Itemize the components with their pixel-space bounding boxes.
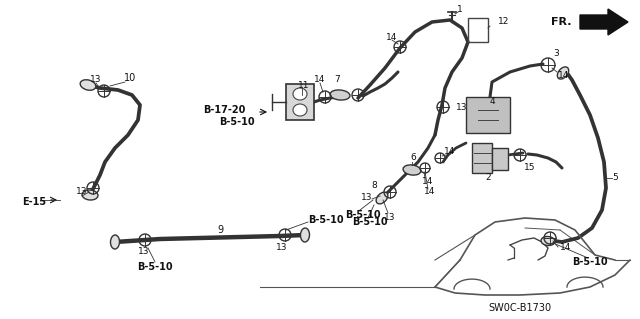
Text: B-5-10: B-5-10: [308, 215, 344, 225]
Text: 11: 11: [298, 80, 310, 90]
Text: 15: 15: [524, 164, 536, 173]
Ellipse shape: [82, 190, 98, 200]
Ellipse shape: [80, 80, 96, 90]
Text: B-17-20: B-17-20: [203, 105, 245, 115]
Text: 4: 4: [489, 98, 495, 107]
Text: SW0C-B1730: SW0C-B1730: [488, 303, 552, 313]
Text: 1: 1: [457, 5, 463, 14]
Text: 14: 14: [444, 147, 456, 157]
Ellipse shape: [301, 228, 310, 242]
Text: B-5-10: B-5-10: [345, 210, 381, 220]
Text: 5: 5: [612, 174, 618, 182]
Text: 13: 13: [456, 103, 467, 113]
Ellipse shape: [403, 165, 421, 175]
Text: 13: 13: [138, 248, 150, 256]
Bar: [286, 84, 314, 120]
Text: 14: 14: [424, 188, 436, 197]
Bar: [472, 143, 492, 173]
Text: B-5-10: B-5-10: [137, 262, 173, 272]
Text: B-5-10: B-5-10: [572, 257, 608, 267]
Bar: [466, 97, 510, 133]
Text: 9: 9: [217, 225, 223, 235]
Ellipse shape: [330, 90, 350, 100]
Ellipse shape: [376, 192, 388, 204]
Text: 13: 13: [76, 188, 88, 197]
Polygon shape: [580, 9, 628, 35]
Text: 14: 14: [387, 33, 397, 41]
Ellipse shape: [293, 88, 307, 100]
Text: 14: 14: [422, 177, 434, 187]
Bar: [468, 18, 488, 42]
Text: 10: 10: [124, 73, 136, 83]
Text: 13: 13: [384, 212, 396, 221]
Text: 7: 7: [334, 76, 340, 85]
Text: 2: 2: [485, 174, 491, 182]
Ellipse shape: [541, 236, 555, 246]
Ellipse shape: [557, 67, 569, 79]
Text: FR.: FR.: [552, 17, 572, 27]
Ellipse shape: [111, 235, 120, 249]
Text: 13: 13: [90, 75, 102, 84]
Text: 14: 14: [314, 76, 326, 85]
Text: 14: 14: [560, 243, 572, 253]
Text: 12: 12: [498, 18, 509, 26]
Text: 13: 13: [276, 243, 288, 253]
Bar: [492, 148, 508, 170]
Text: 13: 13: [361, 192, 372, 202]
Text: 14: 14: [558, 70, 570, 79]
Ellipse shape: [293, 104, 307, 116]
Text: E-15: E-15: [22, 197, 46, 207]
Text: 3: 3: [553, 48, 559, 57]
Text: 8: 8: [371, 181, 377, 189]
Text: B-5-10: B-5-10: [352, 217, 388, 227]
Text: 6: 6: [410, 153, 416, 162]
Text: B-5-10: B-5-10: [220, 117, 255, 127]
